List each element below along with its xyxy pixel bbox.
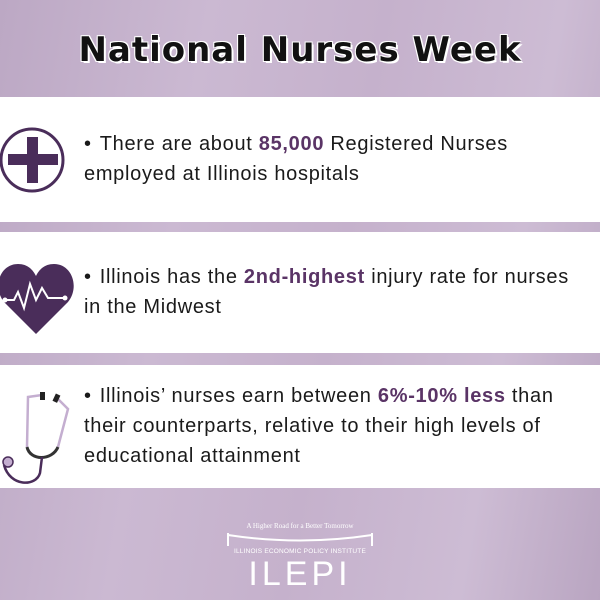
fact-text: • There are about 85,000 Registered Nurse… [84,133,508,185]
stethoscope-icon [2,392,70,484]
bridge-logo-icon [227,533,373,546]
ilepi-logo: A Higher Road for a Better Tomorrow ILLI… [215,522,385,592]
logo-institute-name: ILLINOIS ECONOMIC POLICY INSTITUTE [233,548,366,555]
page-title: National Nurses Week [78,30,522,70]
fact-panel-earnings: • Illinois’ nurses earn between 6%-10% le… [0,365,600,488]
fact-text: • Illinois has the 2nd-highest injury rat… [84,266,569,318]
fact-panel-nurses-count: • There are about 85,000 Registered Nurse… [0,97,600,222]
fact-highlight: 2nd-highest [243,266,365,288]
fact-highlight: 85,000 [258,133,325,155]
heartbeat-icon [0,264,74,334]
logo-acronym: ILEPI [248,555,352,593]
fact-highlight: 6%-10% less [377,385,506,407]
medical-cross-icon [0,127,65,193]
fact-panel-injury-rate: • Illinois has the 2nd-highest injury rat… [0,232,600,353]
logo-tagline: A Higher Road for a Better Tomorrow [246,522,354,530]
fact-text: • Illinois’ nurses earn between 6%-10% le… [84,385,554,467]
